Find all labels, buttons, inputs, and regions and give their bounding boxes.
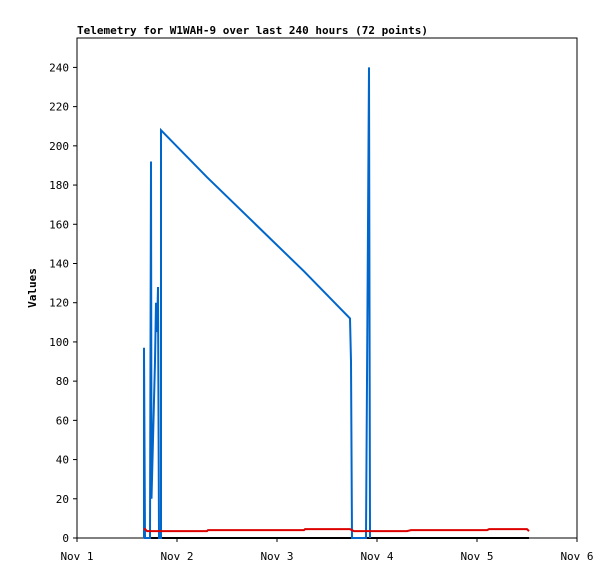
y-tick-label: 40 xyxy=(56,454,69,467)
y-axis-label: Values xyxy=(26,268,39,308)
y-tick-label: 200 xyxy=(49,140,69,153)
x-tick-label: Nov 3 xyxy=(260,550,293,563)
y-tick-label: 100 xyxy=(49,336,69,349)
x-tick-label: Nov 5 xyxy=(460,550,493,563)
x-tick-label: Nov 1 xyxy=(60,550,93,563)
y-tick-label: 60 xyxy=(56,414,69,427)
y-tick-label: 180 xyxy=(49,179,69,192)
x-tick-label: Nov 4 xyxy=(360,550,393,563)
y-tick-label: 120 xyxy=(49,297,69,310)
x-tick-label: Nov 6 xyxy=(560,550,593,563)
chart-title: Telemetry for W1WAH-9 over last 240 hour… xyxy=(77,24,428,37)
y-tick-label: 220 xyxy=(49,101,69,114)
series-line xyxy=(143,527,530,533)
y-tick-label: 80 xyxy=(56,375,69,388)
y-tick-label: 140 xyxy=(49,257,69,270)
series-line xyxy=(143,67,371,539)
y-tick-label: 160 xyxy=(49,218,69,231)
y-tick-label: 0 xyxy=(62,532,69,545)
x-tick-label: Nov 2 xyxy=(160,550,193,563)
y-tick-label: 240 xyxy=(49,61,69,74)
y-tick-label: 20 xyxy=(56,493,69,506)
